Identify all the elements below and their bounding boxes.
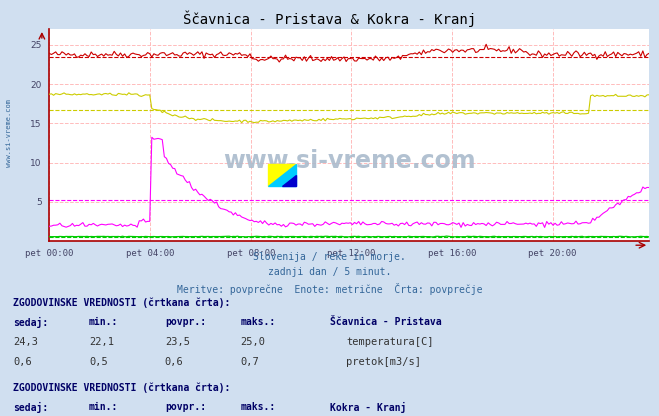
Text: zadnji dan / 5 minut.: zadnji dan / 5 minut. [268, 267, 391, 277]
Text: pretok[m3/s]: pretok[m3/s] [346, 357, 421, 367]
Text: www.si-vreme.com: www.si-vreme.com [5, 99, 12, 167]
Text: Kokra - Kranj: Kokra - Kranj [330, 402, 406, 414]
Text: 0,6: 0,6 [165, 357, 183, 367]
Text: 24,3: 24,3 [13, 337, 38, 347]
Text: ZGODOVINSKE VREDNOSTI (črtkana črta):: ZGODOVINSKE VREDNOSTI (črtkana črta): [13, 297, 231, 308]
Text: 22,1: 22,1 [89, 337, 114, 347]
Text: sedaj:: sedaj: [13, 402, 48, 414]
Polygon shape [282, 175, 296, 186]
Text: min.:: min.: [89, 402, 119, 412]
Text: 23,5: 23,5 [165, 337, 190, 347]
Text: povpr.:: povpr.: [165, 402, 206, 412]
Text: sedaj:: sedaj: [13, 317, 48, 329]
Text: temperatura[C]: temperatura[C] [346, 337, 434, 347]
Text: Ščavnica - Pristava: Ščavnica - Pristava [330, 317, 441, 327]
Text: 25,0: 25,0 [241, 337, 266, 347]
Text: Slovenija / reke in morje.: Slovenija / reke in morje. [253, 252, 406, 262]
Text: Ščavnica - Pristava & Kokra - Kranj: Ščavnica - Pristava & Kokra - Kranj [183, 10, 476, 27]
Text: maks.:: maks.: [241, 317, 275, 327]
Text: min.:: min.: [89, 317, 119, 327]
Text: www.si-vreme.com: www.si-vreme.com [223, 149, 476, 173]
Text: maks.:: maks.: [241, 402, 275, 412]
Polygon shape [268, 164, 296, 186]
Text: ZGODOVINSKE VREDNOSTI (črtkana črta):: ZGODOVINSKE VREDNOSTI (črtkana črta): [13, 382, 231, 393]
Text: 0,7: 0,7 [241, 357, 259, 367]
Text: 0,5: 0,5 [89, 357, 107, 367]
Text: povpr.:: povpr.: [165, 317, 206, 327]
Text: 0,6: 0,6 [13, 357, 32, 367]
Polygon shape [268, 164, 296, 186]
Text: Meritve: povprečne  Enote: metrične  Črta: povprečje: Meritve: povprečne Enote: metrične Črta:… [177, 283, 482, 295]
